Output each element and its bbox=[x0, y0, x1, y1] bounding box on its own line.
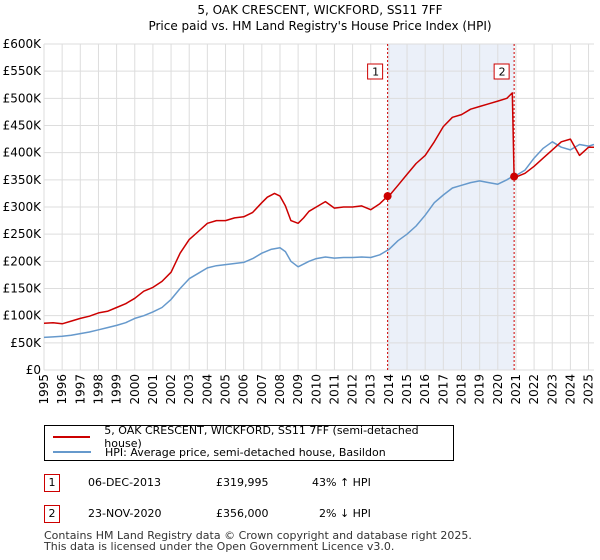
legend-label-property: 5, OAK CRESCENT, WICKFORD, SS11 7FF (sem… bbox=[104, 424, 419, 450]
legend-item-property: 5, OAK CRESCENT, WICKFORD, SS11 7FF (sem… bbox=[53, 424, 453, 450]
x-tick-label: 2025 bbox=[582, 374, 596, 405]
x-tick-label: 1999 bbox=[110, 374, 124, 405]
x-tick-label: 2008 bbox=[273, 374, 287, 405]
x-tick-label: 2005 bbox=[219, 374, 233, 405]
x-tick-label: 1995 bbox=[37, 374, 51, 405]
x-tick-label: 1998 bbox=[91, 374, 105, 405]
x-tick-label: 2001 bbox=[146, 374, 160, 405]
sale-point bbox=[510, 172, 519, 181]
footer: Contains HM Land Registry data © Crown c… bbox=[44, 530, 472, 552]
transaction-hpi: 2% ↓ HPI bbox=[319, 507, 371, 520]
y-tick-label: £350K bbox=[3, 173, 43, 187]
marker-label: 1 bbox=[372, 66, 379, 79]
y-axis-ticks: £0 £50K £100K £150K £200K £250K £300K £350K £400… bbox=[3, 37, 43, 377]
x-tick-label: 2022 bbox=[527, 374, 541, 405]
x-tick-label: 2002 bbox=[164, 374, 178, 405]
x-tick-label: 2015 bbox=[400, 374, 414, 405]
y-tick-label: £550K bbox=[3, 64, 43, 78]
price-chart: 5, OAK CRESCENT, WICKFORD, SS11 7FF Pric… bbox=[3, 3, 596, 405]
transaction-hpi: 43% ↑ HPI bbox=[312, 476, 371, 489]
x-tick-label: 2024 bbox=[563, 374, 577, 405]
chart-title: 5, OAK CRESCENT, WICKFORD, SS11 7FF bbox=[197, 3, 442, 17]
x-tick-label: 2014 bbox=[382, 374, 396, 405]
transaction-price: £319,995 bbox=[216, 476, 269, 489]
y-tick-label: £400K bbox=[3, 146, 43, 160]
x-tick-label: 2000 bbox=[128, 374, 142, 405]
x-tick-label: 2004 bbox=[200, 374, 214, 405]
y-tick-label: £500K bbox=[3, 91, 43, 105]
legend: 5, OAK CRESCENT, WICKFORD, SS11 7FF (sem… bbox=[44, 424, 454, 461]
x-tick-label: 2020 bbox=[491, 374, 505, 405]
x-tick-label: 2021 bbox=[509, 374, 523, 405]
x-tick-label: 2011 bbox=[327, 374, 341, 405]
marker-label: 2 bbox=[499, 66, 506, 79]
series-line-property bbox=[43, 92, 594, 325]
y-tick-label: £250K bbox=[3, 227, 43, 241]
x-tick-label: 2012 bbox=[346, 374, 360, 405]
x-tick-label: 2013 bbox=[364, 374, 378, 405]
legend-item-hpi: HPI: Average price, semi-detached house,… bbox=[53, 444, 386, 460]
legend-swatch-property bbox=[53, 436, 91, 438]
x-tick-label: 2007 bbox=[255, 374, 269, 405]
series-line-hpi bbox=[43, 141, 595, 339]
y-tick-label: £450K bbox=[3, 119, 43, 133]
y-tick-label: £300K bbox=[3, 200, 43, 214]
footer-copyright: Contains HM Land Registry data © Crown c… bbox=[44, 529, 472, 542]
legend-label-hpi: HPI: Average price, semi-detached house,… bbox=[105, 445, 386, 459]
series-lines bbox=[43, 92, 595, 339]
y-tick-label: £150K bbox=[3, 282, 43, 296]
y-tick-label: £200K bbox=[3, 254, 43, 268]
transaction-price: £356,000 bbox=[216, 507, 269, 520]
x-tick-label: 2023 bbox=[545, 374, 559, 405]
x-tick-label: 2019 bbox=[473, 374, 487, 405]
transaction-badge: 2 bbox=[44, 505, 60, 523]
x-tick-label: 1996 bbox=[55, 374, 69, 405]
transaction-date: 23-NOV-2020 bbox=[88, 507, 162, 520]
transaction-date: 06-DEC-2013 bbox=[88, 476, 162, 489]
transaction-badge: 1 bbox=[44, 474, 60, 492]
x-tick-label: 2016 bbox=[418, 374, 432, 405]
x-tick-label: 2006 bbox=[237, 374, 251, 405]
chart-subtitle: Price paid vs. HM Land Registry's House … bbox=[148, 19, 491, 33]
y-tick-label: £100K bbox=[3, 309, 43, 323]
x-tick-label: 1997 bbox=[73, 374, 87, 405]
x-tick-label: 2017 bbox=[436, 374, 450, 405]
sale-point bbox=[383, 192, 392, 201]
grid bbox=[43, 43, 594, 371]
y-tick-label: £0 bbox=[26, 363, 41, 377]
x-tick-label: 2018 bbox=[454, 374, 468, 405]
marker-badge bbox=[493, 63, 510, 80]
marker-badge bbox=[367, 63, 384, 80]
legend-swatch-hpi bbox=[53, 451, 91, 453]
x-axis-ticks: 1995 1996 1997 1998 1999 2000 2001 2002 2003 2004… bbox=[37, 374, 596, 405]
y-tick-label: £600K bbox=[3, 37, 43, 51]
footer-licence: This data is licensed under the Open Gov… bbox=[44, 540, 395, 553]
y-tick-label: £50K bbox=[10, 336, 42, 350]
x-tick-label: 2010 bbox=[309, 374, 323, 405]
x-tick-label: 2009 bbox=[291, 374, 305, 405]
x-tick-label: 2003 bbox=[182, 374, 196, 405]
